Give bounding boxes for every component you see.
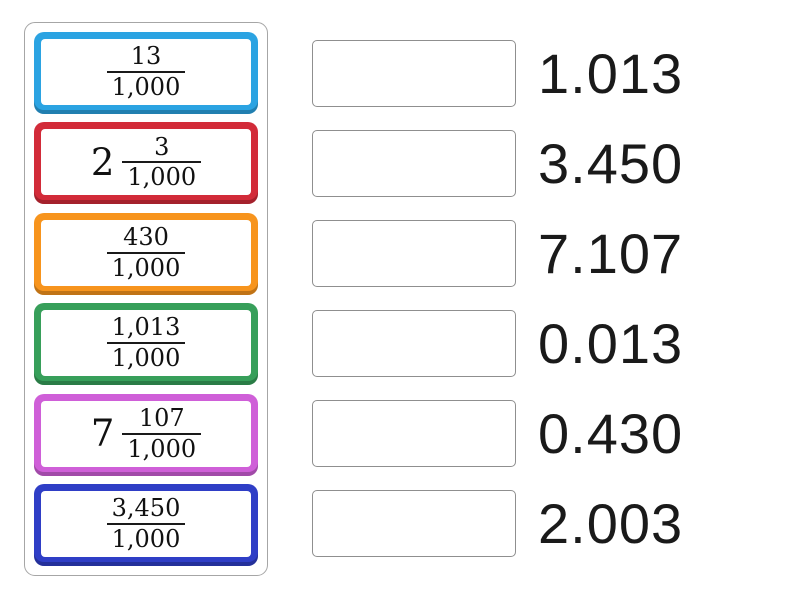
answer-row-6: 2.003 <box>312 490 683 557</box>
denominator: 1,000 <box>122 432 202 463</box>
fraction: 3 1,000 <box>122 132 202 192</box>
answer-row-3: 7.107 <box>312 220 683 287</box>
fraction-card-face: 2 3 1,000 <box>41 129 251 196</box>
denominator: 1,000 <box>106 251 186 282</box>
answer-drop-slot-3[interactable] <box>312 220 516 287</box>
fraction-card-face: 430 1,000 <box>41 219 251 286</box>
answer-drop-slot-6[interactable] <box>312 490 516 557</box>
fraction-card-face: 7 107 1,000 <box>41 400 251 467</box>
decimal-option-2[interactable]: 3.450 <box>538 131 684 195</box>
fraction-card-5: 7 107 1,000 <box>34 393 258 476</box>
fraction-card-face: 3,450 1,000 <box>41 490 251 557</box>
answer-drop-slot-5[interactable] <box>312 400 516 467</box>
fraction: 430 1,000 <box>106 222 186 282</box>
denominator: 1,000 <box>106 522 186 553</box>
answer-row-1: 1.013 <box>312 40 683 107</box>
decimal-option-5[interactable]: 0.430 <box>538 401 684 465</box>
fraction: 13 1,000 <box>106 42 186 101</box>
answer-drop-slot-1[interactable] <box>312 40 516 107</box>
answer-row-5: 0.430 <box>312 400 683 467</box>
answer-drop-slot-4[interactable] <box>312 310 516 377</box>
fraction-card-panel: 13 1,000 2 3 1,000 430 1,000 <box>24 22 268 576</box>
fraction-card-face: 1,013 1,000 <box>41 310 251 377</box>
numerator: 430 <box>123 222 169 251</box>
decimal-option-3[interactable]: 7.107 <box>538 221 684 285</box>
fraction-card-3: 430 1,000 <box>34 212 258 295</box>
decimal-option-1[interactable]: 1.013 <box>538 41 684 105</box>
fraction-card-face: 13 1,000 <box>41 39 251 105</box>
whole-number: 2 <box>90 140 115 184</box>
fraction-card-1: 13 1,000 <box>34 32 258 114</box>
denominator: 1,000 <box>122 161 202 191</box>
fraction-card-2: 2 3 1,000 <box>34 122 258 205</box>
answer-row-4: 0.013 <box>312 310 683 377</box>
decimal-option-4[interactable]: 0.013 <box>538 311 684 375</box>
numerator: 3 <box>154 132 170 161</box>
numerator: 3,450 <box>111 494 181 523</box>
whole-number: 7 <box>90 412 115 456</box>
denominator: 1,000 <box>106 71 186 101</box>
answer-row-2: 3.450 <box>312 130 683 197</box>
fraction: 1,013 1,000 <box>106 313 186 372</box>
fraction-card-4: 1,013 1,000 <box>34 303 258 386</box>
denominator: 1,000 <box>106 342 186 372</box>
fraction-card-6: 3,450 1,000 <box>34 483 258 566</box>
numerator: 13 <box>130 42 162 71</box>
fraction: 3,450 1,000 <box>106 494 186 553</box>
numerator: 107 <box>138 403 185 432</box>
answer-area: 1.013 3.450 7.107 0.013 0.430 2.003 <box>312 40 683 557</box>
decimal-option-6[interactable]: 2.003 <box>538 491 684 555</box>
answer-drop-slot-2[interactable] <box>312 130 516 197</box>
numerator: 1,013 <box>111 313 181 342</box>
fraction: 107 1,000 <box>122 403 202 463</box>
